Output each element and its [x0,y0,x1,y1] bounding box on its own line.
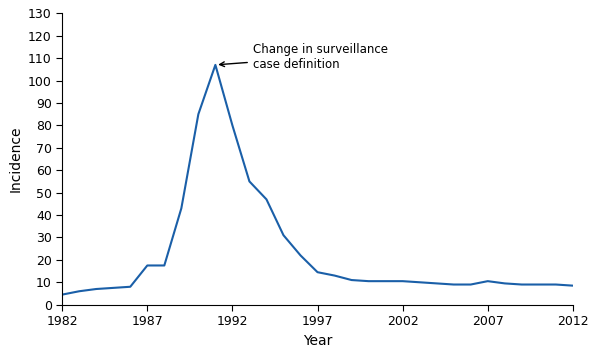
Text: Change in surveillance
case definition: Change in surveillance case definition [220,43,388,71]
X-axis label: Year: Year [303,334,332,348]
Y-axis label: Incidence: Incidence [8,126,22,192]
